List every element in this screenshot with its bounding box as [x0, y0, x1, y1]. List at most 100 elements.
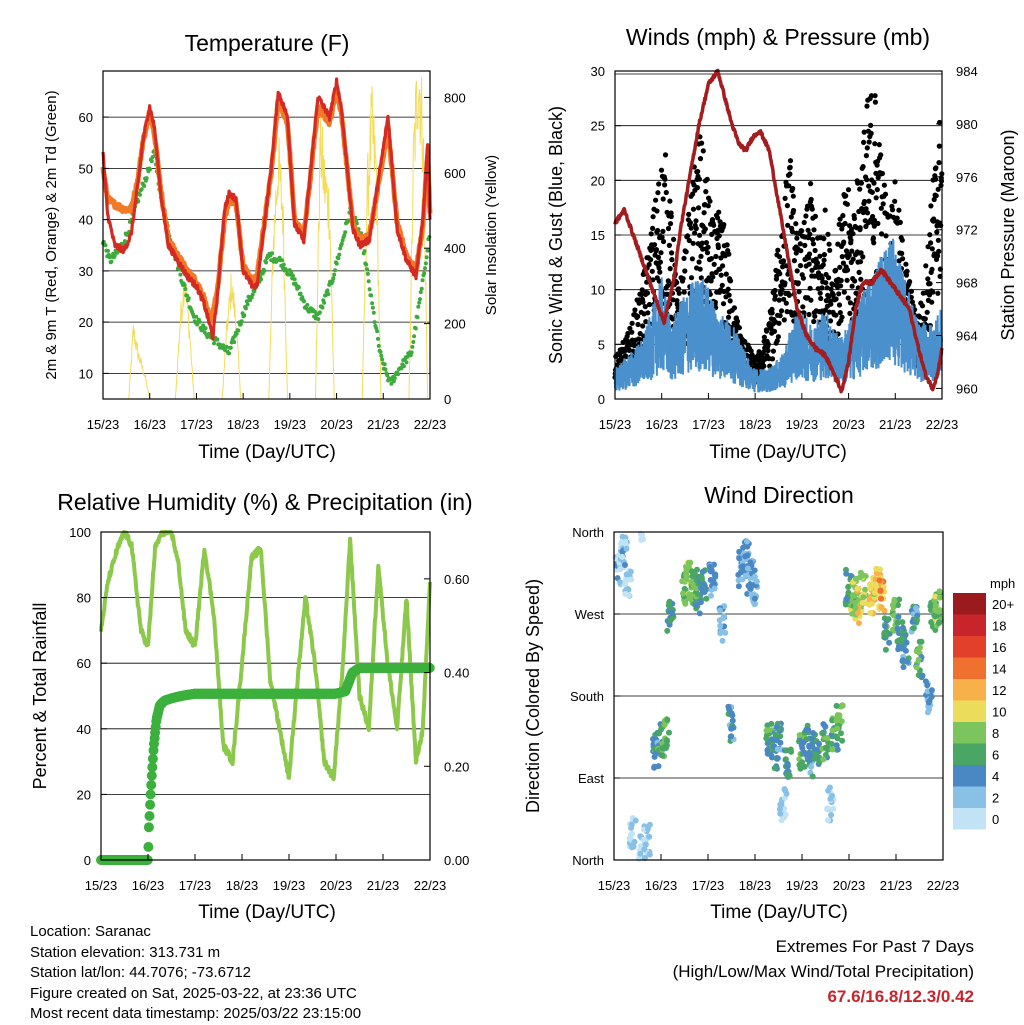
gust-point — [879, 170, 886, 177]
gust-point — [849, 226, 855, 232]
dewpoint-point — [182, 283, 187, 288]
dewpoint-point — [422, 271, 427, 276]
dewpoint-point — [423, 261, 428, 266]
x-tick-label: 17/23 — [180, 417, 213, 432]
gust-point — [791, 258, 798, 264]
direction-point — [638, 536, 645, 543]
x-tick-label: 20/23 — [320, 878, 353, 893]
gust-point — [861, 129, 867, 135]
gust-point — [655, 227, 661, 234]
direction-point — [867, 610, 874, 616]
colorbar-swatch — [953, 636, 986, 658]
gust-point — [810, 241, 817, 247]
dewpoint-point — [427, 235, 432, 239]
direction-point — [891, 598, 898, 605]
direction-point — [829, 727, 836, 734]
direction-point — [682, 598, 688, 605]
gust-point — [900, 256, 906, 262]
gust-point — [656, 181, 662, 187]
dewpoint-point — [227, 351, 232, 356]
temperature-y-ticks: 10 20 30 40 50 60 — [79, 110, 109, 381]
direction-point — [902, 647, 909, 654]
dewpoint-point — [186, 296, 191, 301]
gust-point — [724, 242, 730, 248]
gust-point — [929, 299, 935, 305]
x-tick-label: 19/23 — [786, 417, 819, 432]
gust-point — [856, 269, 862, 275]
colorbar-label: 14 — [992, 661, 1006, 676]
gust-point — [806, 251, 813, 257]
y-tick-label-right: 0.00 — [444, 853, 469, 868]
dewpoint-point — [370, 301, 375, 306]
wind-direction-x-ticks: 15/23 16/23 17/23 18/23 19/23 20/23 21/23 22/23 — [598, 854, 959, 893]
gust-point — [777, 271, 783, 277]
gust-point — [697, 156, 704, 162]
dewpoint-point — [362, 249, 367, 254]
gust-point — [841, 239, 847, 245]
direction-point — [641, 846, 648, 853]
gust-point — [700, 148, 706, 154]
temperature-series — [100, 76, 433, 400]
gust-point — [793, 221, 799, 227]
dewpoint-point — [410, 344, 415, 349]
dewpoint-point — [376, 336, 380, 341]
direction-point — [782, 787, 789, 794]
extremes-subtitle: (High/Low/Max Wind/Total Precipitation) — [672, 962, 974, 981]
direction-point — [740, 544, 747, 551]
direction-point — [925, 699, 932, 706]
direction-point — [854, 585, 861, 592]
gust-point — [871, 180, 877, 186]
direction-point — [834, 746, 841, 753]
x-tick-label: 19/23 — [273, 878, 306, 893]
gust-point — [711, 261, 717, 267]
direction-point — [855, 610, 861, 616]
rh-line — [99, 530, 432, 782]
gust-point — [789, 229, 796, 235]
direction-point — [622, 578, 629, 585]
direction-point — [771, 765, 778, 772]
gust-point — [710, 274, 716, 280]
gust-point — [663, 189, 669, 196]
gust-point — [690, 191, 696, 197]
direction-point — [900, 664, 907, 671]
direction-point — [744, 590, 751, 597]
direction-point — [852, 605, 859, 611]
gust-point — [857, 259, 864, 265]
gust-point — [787, 158, 794, 164]
gust-point — [690, 206, 697, 212]
colorbar-swatch — [953, 765, 986, 787]
gust-point — [936, 143, 942, 149]
direction-point — [859, 599, 866, 606]
gust-point — [776, 320, 782, 326]
gust-point — [669, 250, 675, 256]
gust-point — [676, 286, 682, 292]
gust-point — [721, 222, 727, 228]
y-tick-label: 25 — [591, 119, 605, 134]
dewpoint-point — [239, 319, 244, 324]
y-tick-label-right: 972 — [956, 223, 978, 238]
direction-point — [622, 590, 629, 597]
direction-point — [860, 594, 867, 601]
gust-point — [828, 286, 834, 292]
gust-point — [725, 286, 731, 292]
winds-x-label: Time (Day/UTC) — [709, 442, 847, 463]
gust-point — [660, 228, 666, 234]
gust-point — [704, 176, 710, 182]
gust-point — [889, 207, 896, 213]
dewpoint-point — [138, 192, 142, 197]
dewpoint-point — [379, 353, 384, 358]
gust-point — [787, 171, 793, 177]
y-tick-label-right: 980 — [956, 117, 978, 132]
direction-point — [628, 831, 634, 838]
direction-point — [628, 821, 635, 828]
winds-title: Winds (mph) & Pressure (mb) — [626, 24, 930, 50]
dewpoint-point — [332, 272, 337, 277]
direction-point — [839, 737, 846, 744]
direction-point — [769, 754, 775, 761]
gust-point — [783, 300, 789, 306]
direction-point — [811, 755, 818, 762]
dewpoint-point — [112, 253, 117, 258]
gust-point — [761, 334, 768, 340]
y-tick-label: 40 — [79, 213, 93, 228]
direction-point — [894, 625, 901, 632]
